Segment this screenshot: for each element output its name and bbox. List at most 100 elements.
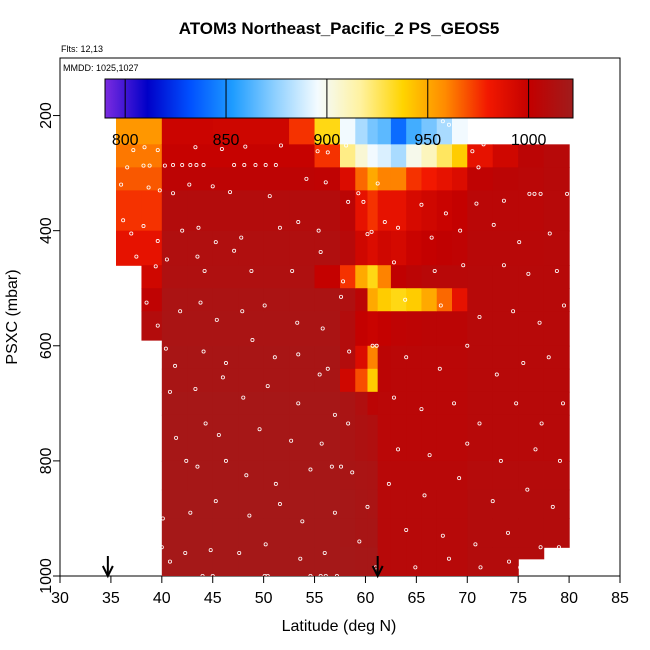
field-cell [406,414,423,462]
field-cell [212,288,239,312]
field-cell [355,460,369,491]
field-cell [238,460,265,491]
sample-point [273,481,278,486]
field-cell [452,265,468,289]
colorbar-tick-label: 1000 [511,132,547,149]
sample-point [329,464,334,469]
field-cell [492,230,519,266]
field-cell [390,489,407,520]
field-cell [263,190,290,232]
field-cell [452,115,468,145]
field-cell [161,311,188,347]
field-cell [289,460,316,491]
sample-point [277,502,282,507]
field-cell [314,115,341,145]
field-cell [436,518,453,548]
sample-point [213,240,218,245]
colorbar: 800 850 900 950 1000 [104,78,574,149]
field-cell [187,230,214,266]
sample-point [183,550,188,555]
sample-point [517,240,522,245]
field-cell [467,391,494,416]
sample-point [539,421,544,426]
sample-point [391,395,396,400]
sample-point [202,268,207,273]
sample-point [538,545,543,550]
field-cell [367,391,379,416]
field-cell [212,547,239,576]
sample-point [478,565,483,570]
sample-point [304,176,309,181]
field-cell [367,460,379,491]
sample-point [356,191,361,196]
sample-point [210,184,215,189]
field-cell [406,115,423,145]
field-cell [116,144,143,168]
sample-point [295,320,300,325]
arrow-head [101,565,114,579]
sample-point [141,163,146,168]
field-cell [543,391,570,416]
field-cell [355,311,369,347]
field-cell [187,391,214,416]
sample-point [341,279,346,284]
sample-point [560,401,565,406]
sample-point [482,127,487,132]
sample-point [557,458,562,463]
sample-point [152,470,157,475]
field-cell [492,368,519,393]
field-cell [518,265,545,289]
field-cell [518,144,545,168]
field-cell [377,288,392,312]
sample-point [167,389,172,394]
sample-point [171,163,176,168]
sample-point [296,220,301,225]
field-cell [421,311,438,347]
y-axis: 200 400 600 800 1000 [38,102,60,594]
field-cell [543,460,570,491]
field-cell [436,288,453,312]
field-cell [212,489,239,520]
sample-point [262,574,267,576]
field-cell [467,547,494,576]
field-cell [263,288,290,312]
sample-point [232,163,237,168]
field-cell [161,265,188,289]
y-tick-label: 1000 [38,558,55,594]
field-cell [367,414,379,462]
sample-point [198,300,203,305]
field-cell [421,144,438,168]
field-cell [314,345,341,370]
sample-point [419,407,424,412]
sample-point [452,401,457,406]
field-cell [367,518,379,548]
field-cell [141,167,163,191]
field-cell [161,115,188,145]
field-cell [406,489,423,520]
field-cell [377,115,392,145]
field-cell [340,489,356,520]
sample-point [547,231,552,236]
sample-point [208,548,213,553]
field-cell [116,115,143,145]
sample-point [382,220,387,225]
field-cell [289,144,316,168]
field-cell [355,190,369,232]
field-cell [467,368,494,393]
field-cell [543,144,570,168]
sample-point [277,225,282,230]
field-cell [263,489,290,520]
sample-point [432,268,437,273]
sample-point [125,165,130,170]
sample-point [346,421,351,426]
field-cell [263,167,290,191]
field-cell [421,265,438,289]
field-cell [492,288,519,312]
field-cell [406,518,423,548]
field-cell [467,518,494,548]
field-cell [187,345,214,370]
field-cell [518,190,545,232]
sample-point [140,346,145,351]
sample-point [155,504,160,509]
field-cell [421,115,438,145]
